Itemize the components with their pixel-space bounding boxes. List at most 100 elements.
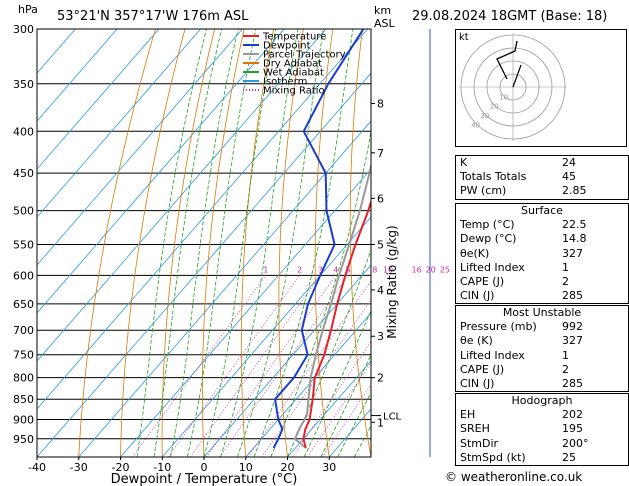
index-row: PW (cm) 2.85 <box>456 184 628 198</box>
hodograph-ring-label: 20 <box>490 103 499 111</box>
datetime-label: 29.08.2024 18GMT (Base: 18) <box>412 9 608 24</box>
pressure-tick-label: 500 <box>13 205 34 218</box>
index-value: 24 <box>562 156 576 169</box>
km-tick-label: 6 <box>377 192 384 205</box>
isotherm-line <box>161 216 371 457</box>
x-axis-label: Dewpoint / Temperature (°C) <box>111 472 298 486</box>
index-value: 200° <box>562 436 589 450</box>
index-row: Lifted Index 1 <box>456 349 628 363</box>
legend-label: Dewpoint <box>263 41 311 52</box>
index-value: 25 <box>562 450 576 464</box>
wet-adiabat-line <box>270 129 371 457</box>
station-location: 53°21'N 357°17'W 176m ASL <box>57 9 249 24</box>
index-value: 202 <box>562 408 583 422</box>
mixing-ratio-line <box>167 275 300 457</box>
wet-adiabat-line <box>153 29 223 457</box>
pressure-tick-label: 550 <box>13 238 34 251</box>
x-tick-label: 30 <box>322 461 336 474</box>
isotherm-line <box>37 29 118 122</box>
mixing-ratio-label: 4 <box>333 265 338 274</box>
index-label: PW (cm) <box>460 184 507 198</box>
dry-adiabat-line <box>78 29 156 457</box>
km-tick-label: 7 <box>377 147 384 160</box>
hodograph-ring-label: 40 <box>471 121 480 129</box>
index-label: Dewp (°C) <box>460 232 517 246</box>
pressure-tick-label: 900 <box>13 414 34 427</box>
surface-title: Surface <box>521 204 563 217</box>
index-label: Temp (°C) <box>460 218 515 232</box>
surface-table: Temp (°C) 22.5 Dewp (°C) 14.8 θe(K) 327 Lifted… <box>456 218 628 303</box>
index-value: 327 <box>562 334 583 348</box>
hodograph-trace <box>496 40 518 80</box>
dry-adiabat-line <box>349 29 371 457</box>
dry-adiabat-line <box>120 29 186 457</box>
index-value: 285 <box>562 377 583 391</box>
pressure-tick-label: 400 <box>13 125 34 138</box>
km-tick-label: 8 <box>377 98 384 111</box>
legend-label: Dry Adiabat <box>263 59 322 70</box>
index-label: EH <box>460 408 476 422</box>
index-row: Dewp (°C) 14.8 <box>456 232 628 246</box>
mixing-ratio-label: 8 <box>372 265 377 274</box>
index-value: 285 <box>562 289 583 303</box>
x-tick-label: -20 <box>112 461 130 474</box>
index-value: 2 <box>562 362 569 376</box>
index-row: θe (K) 327 <box>456 334 628 348</box>
indices-top-table: K 24 Totals Totals 45 PW (cm) 2.85 <box>456 156 628 199</box>
mixing-ratio-label: 2 <box>297 265 302 274</box>
km-label: km <box>374 4 392 17</box>
legend-label: Wet Adiabat <box>263 68 324 79</box>
hodograph-title: Hodograph <box>511 394 573 407</box>
isotherm-line <box>37 29 201 218</box>
most-unstable-table: Pressure (mb) 992 θe (K) 327 Lifted Index 1 CA… <box>456 320 628 391</box>
pressure-tick-label: 350 <box>13 78 34 91</box>
index-label: CAPE (J) <box>460 362 505 376</box>
isotherm-line <box>37 29 285 314</box>
index-label: StmSpd (kt) <box>460 450 526 464</box>
isotherm-line <box>37 29 76 74</box>
index-value: 14.8 <box>562 232 587 246</box>
pressure-unit-label: hPa <box>18 3 38 16</box>
index-label: CAPE (J) <box>460 275 505 289</box>
mixing-ratio-line <box>132 275 267 457</box>
hodograph-indices-panel: Hodograph EH 202 SREH 195 StmDir 200° StmSpd (… <box>455 393 629 467</box>
index-value: 992 <box>562 320 583 334</box>
dry-adiabat-line <box>278 29 304 457</box>
index-value: 1 <box>562 260 569 274</box>
legend-label: Mixing Ratio <box>263 86 325 97</box>
index-row: CIN (J) 285 <box>456 289 628 303</box>
mixing-ratio-label: 16 <box>412 265 422 274</box>
dewpoint-line <box>272 29 365 449</box>
pressure-tick-label: 650 <box>13 298 34 311</box>
mixing-ratio-line <box>206 275 337 457</box>
km-tick-label: 2 <box>377 372 384 385</box>
isotherm-line <box>37 29 368 410</box>
isotherm-line <box>203 264 371 457</box>
index-value: 2 <box>562 275 569 289</box>
index-label: Lifted Index <box>460 260 525 274</box>
legend-label: Isotherm <box>263 77 307 88</box>
index-row: StmDir 200° <box>456 437 628 451</box>
mixing-ratio-label: 20 <box>426 265 436 274</box>
wet-adiabat-line <box>136 29 207 457</box>
index-row: Temp (°C) 22.5 <box>456 218 628 232</box>
wet-adiabat-line <box>203 29 277 457</box>
index-row: CAPE (J) 2 <box>456 363 628 377</box>
x-tick-label: -10 <box>153 461 171 474</box>
hodograph-indices-table: EH 202 SREH 195 StmDir 200° StmSpd (kt) 25 <box>456 408 628 465</box>
wet-adiabat-line <box>220 29 299 457</box>
dry-adiabat-line <box>240 29 275 457</box>
mixing-ratio-line <box>219 275 349 457</box>
mixing-ratio-label: 1 <box>263 265 268 274</box>
index-value: 2.85 <box>562 184 587 198</box>
mixing-ratio-label: 10 <box>383 265 393 274</box>
mixing-ratio-axis-label: Mixing Ratio (g/kg) <box>385 225 399 338</box>
legend-label: Temperature <box>262 32 326 43</box>
hodograph-ring-label: 30 <box>480 112 489 120</box>
index-value: 195 <box>562 422 583 436</box>
index-row: StmSpd (kt) 25 <box>456 451 628 465</box>
index-label: K <box>460 156 468 169</box>
